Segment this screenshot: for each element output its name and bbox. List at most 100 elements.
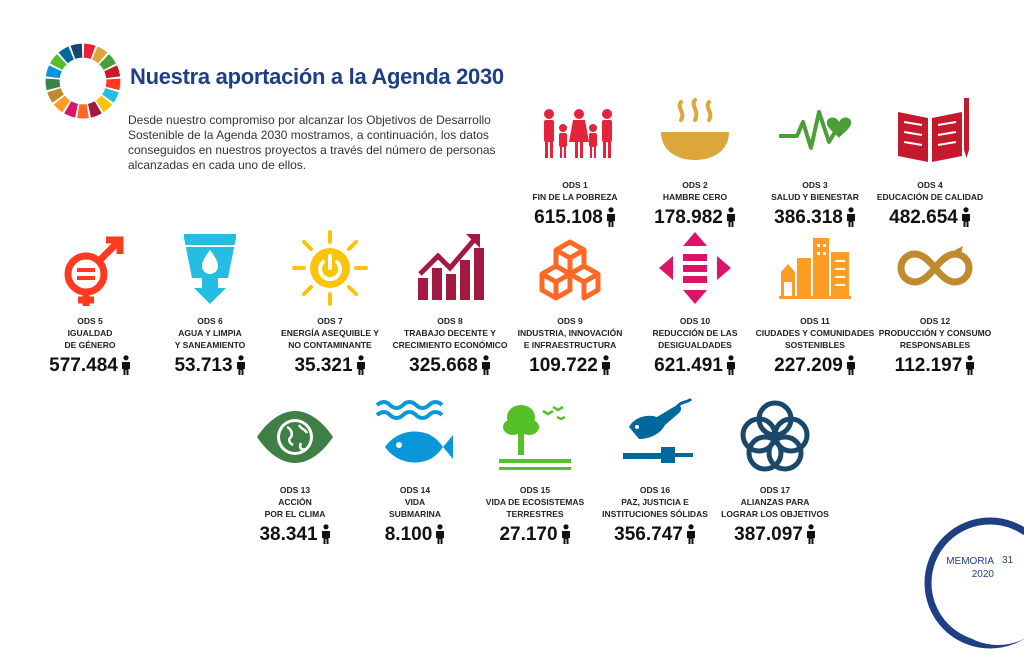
sdg-wheel-logo	[45, 43, 121, 119]
goal-name: IGUALDAD DE GÉNERO	[64, 328, 116, 350]
people-count-value: 227.209	[774, 355, 843, 376]
person-icon	[726, 355, 735, 375]
goal-name: AGUA Y LIMPIA Y SANEAMIENTO	[174, 328, 246, 350]
goal-name: SALUD Y BIENESTAR	[771, 192, 859, 202]
sdg-goal-card: ODS 13 ACCIÓN POR EL CLIMA 38.341	[230, 397, 360, 546]
wheel-segment	[45, 78, 61, 91]
goal-people-count: 38.341	[230, 524, 360, 546]
sdg-goal-card: ODS 9 INDUSTRIA, INNOVACIÓN E INFRAESTRUC…	[505, 228, 635, 377]
dove-gavel-icon	[623, 397, 693, 463]
goal-name: FIN DE LA POBREZA	[532, 192, 618, 202]
person-icon	[806, 524, 815, 544]
goal-code: ODS 10	[679, 316, 711, 326]
wheel-segment	[50, 54, 67, 70]
sdg-goal-card: ODS 17 ALIANZAS PARA LOGRAR LOS OBJETIVOS…	[710, 397, 840, 546]
memoria-year: 2020	[971, 569, 994, 580]
sdg-goal-card: ODS 4 EDUCACIÓN DE CALIDAD 482.654	[865, 92, 995, 229]
person-icon	[321, 524, 330, 544]
goal-people-count: 386.318	[750, 207, 880, 229]
person-icon	[356, 355, 365, 375]
wheel-segment	[104, 65, 121, 79]
people-count-value: 27.170	[499, 524, 558, 545]
tree-birds-icon	[499, 405, 571, 470]
wheel-segment	[53, 95, 71, 113]
people-count-value: 325.668	[409, 355, 478, 376]
sdg-goal-card: ODS 16 PAZ, JUSTICIA E INSTITUCIONES SÓLI…	[590, 397, 720, 546]
sdg-goal-card: ODS 5 IGUALDAD DE GÉNERO 577.484	[25, 228, 155, 377]
goal-code: ODS 17	[759, 485, 791, 495]
wheel-segment	[99, 54, 116, 70]
poverty-icon	[544, 109, 612, 158]
goal-code: ODS 9	[557, 316, 583, 326]
goal-people-count: 577.484	[25, 355, 155, 377]
goal-name: INDUSTRIA, INNOVACIÓN E INFRAESTRUCTURA	[517, 328, 623, 350]
cubes-icon	[539, 239, 601, 301]
wheel-segment	[45, 65, 62, 79]
fish-waves-icon	[375, 400, 453, 463]
goal-name: HAMBRE CERO	[662, 192, 728, 202]
goal-people-count: 112.197	[870, 355, 1000, 377]
goal-code: ODS 12	[919, 316, 951, 326]
goal-name: EDUCACIÓN DE CALIDAD	[876, 192, 984, 202]
equality-arrows-icon	[659, 232, 731, 304]
wheel-segment	[64, 101, 79, 118]
people-count-value: 112.197	[894, 355, 963, 376]
goal-code: ODS 14	[399, 485, 431, 495]
person-icon	[481, 355, 490, 375]
goal-people-count: 178.982	[630, 207, 760, 229]
person-icon	[846, 207, 855, 227]
sdg-goal-card: ODS 3 SALUD Y BIENESTAR 386.318	[750, 92, 880, 229]
goal-code: ODS 15	[519, 485, 551, 495]
gender-equality-icon	[64, 236, 124, 306]
goal-code: ODS 13	[279, 485, 311, 495]
goal-name: VIDA SUBMARINA	[389, 497, 441, 519]
person-icon	[121, 355, 130, 375]
sdg-goal-card: ODS 6 AGUA Y LIMPIA Y SANEAMIENTO 53.713	[145, 228, 275, 377]
earth-eye-icon	[257, 411, 333, 463]
goal-people-count: 482.654	[865, 207, 995, 229]
people-count-value: 38.341	[259, 524, 318, 545]
goal-people-count: 227.209	[750, 355, 880, 377]
goal-people-count: 53.713	[145, 355, 275, 377]
book-pencil-icon	[898, 98, 969, 162]
people-count-value: 482.654	[889, 207, 958, 228]
goal-people-count: 615.108	[510, 207, 640, 229]
page-number: 31	[1002, 555, 1014, 566]
people-count-value: 387.097	[734, 524, 803, 545]
goal-name: ACCIÓN POR EL CLIMA	[264, 497, 326, 519]
people-count-value: 53.713	[174, 355, 233, 376]
goal-code: ODS 8	[437, 316, 463, 326]
infinity-loop-icon	[897, 246, 973, 286]
wheel-segment	[102, 88, 119, 103]
goal-code: ODS 1	[562, 180, 588, 190]
wheel-segment	[77, 104, 89, 119]
people-count-value: 8.100	[384, 524, 433, 545]
goal-name: VIDA DE ECOSISTEMAS TERRESTRES	[485, 497, 585, 519]
sdg-goal-card: ODS 8 TRABAJO DECENTE Y CRECIMIENTO ECONÓ…	[385, 228, 515, 377]
person-icon	[961, 207, 970, 227]
person-icon	[966, 355, 975, 375]
goal-code: ODS 4	[917, 180, 943, 190]
sdg-goal-card: ODS 7 ENERGÍA ASEQUIBLE Y NO CONTAMINANTE…	[265, 228, 395, 377]
sdg-goal-card: ODS 15 VIDA DE ECOSISTEMAS TERRESTRES 27.1…	[470, 397, 600, 546]
wheel-segment	[70, 43, 83, 59]
goal-code: ODS 7	[317, 316, 343, 326]
goal-people-count: 27.170	[470, 524, 600, 546]
person-icon	[236, 355, 245, 375]
wheel-segment	[87, 101, 102, 118]
person-icon	[561, 524, 570, 544]
city-buildings-icon	[779, 238, 851, 299]
person-icon	[436, 524, 445, 544]
wheel-segment	[83, 43, 96, 59]
goal-code: ODS 6	[197, 316, 223, 326]
goal-name: PAZ, JUSTICIA E INSTITUCIONES SÓLIDAS	[602, 497, 708, 519]
wheel-segment	[105, 78, 121, 91]
memoria-label: MEMORIA 2020	[944, 555, 994, 581]
people-count-value: 35.321	[294, 355, 353, 376]
hunger-bowl-icon	[661, 98, 729, 160]
goal-people-count: 325.668	[385, 355, 515, 377]
goal-code: ODS 16	[639, 485, 671, 495]
sun-power-icon	[292, 230, 368, 306]
water-glass-icon	[184, 234, 236, 304]
sdg-goal-card: ODS 2 HAMBRE CERO 178.982	[630, 92, 760, 229]
